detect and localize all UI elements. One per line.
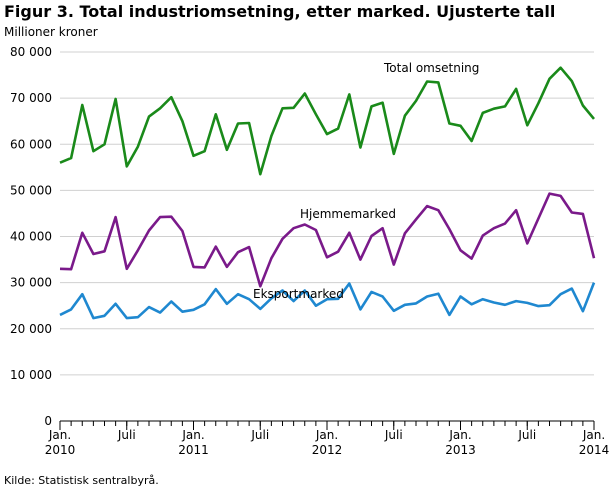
x-tick-label: Juli (517, 428, 536, 442)
x-tick-label: Jan. (582, 428, 605, 442)
y-tick-label: 40 000 (10, 230, 52, 244)
y-tick-label: 70 000 (10, 91, 52, 105)
x-tick-year-label: 2014 (579, 443, 610, 457)
y-tick-label: 60 000 (10, 137, 52, 151)
y-tick-label: 10 000 (10, 368, 52, 382)
series-line-2 (59, 282, 596, 320)
y-axis-ticks: 0 10 000 20 000 30 000 40 000 50 000 60 000 70 … (10, 45, 52, 428)
y-tick-label: 20 000 (10, 322, 52, 336)
x-tick-label: Juli (384, 428, 403, 442)
chart-title: Figur 3. Total industriomsetning, etter … (4, 2, 555, 21)
y-tick-label: 80 000 (10, 45, 52, 59)
series-line-1 (59, 192, 596, 288)
series-label: Eksportmarked (253, 287, 344, 301)
x-tick-label: Juli (250, 428, 269, 442)
series-label: Hjemmemarked (300, 207, 396, 221)
x-tick-year-label: 2013 (445, 443, 476, 457)
x-tick-year-label: 2011 (178, 443, 209, 457)
x-tick-label: Jan. (181, 428, 204, 442)
x-tick-year-label: 2012 (312, 443, 343, 457)
y-tick-label: 30 000 (10, 276, 52, 290)
series-label: Total omsetning (383, 61, 479, 75)
y-tick-label: 0 (44, 414, 52, 428)
source-note: Kilde: Statistisk sentralbyrå. (4, 474, 159, 487)
y-axis-unit-label: Millioner kroner (4, 25, 98, 39)
x-tick-label: Jan. (448, 428, 471, 442)
y-tick-label: 50 000 (10, 183, 52, 197)
series-line-0 (59, 66, 596, 176)
series-lines (59, 66, 596, 320)
x-tick-year-label: 2010 (45, 443, 76, 457)
x-tick-label: Juli (117, 428, 136, 442)
series-labels: Total omsetning Hjemmemarked Eksportmarked (253, 61, 479, 301)
x-tick-label: Jan. (48, 428, 71, 442)
x-tick-label: Jan. (315, 428, 338, 442)
gridlines (60, 51, 594, 376)
